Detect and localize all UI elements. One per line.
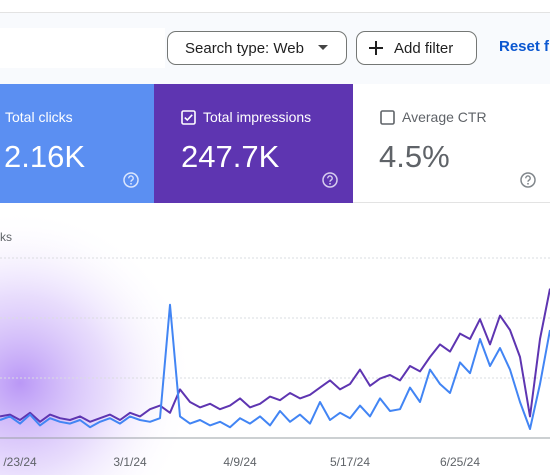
clicks-card[interactable]: Total clicks .2.16K bbox=[0, 84, 154, 203]
series-line bbox=[0, 303, 550, 430]
card-label: Average CTR bbox=[402, 109, 487, 125]
y-axis-label: ks bbox=[0, 230, 12, 244]
checkbox[interactable] bbox=[380, 109, 395, 125]
help-icon[interactable] bbox=[520, 172, 536, 188]
x-tick-label: 5/17/24 bbox=[330, 455, 370, 469]
series-line bbox=[0, 288, 550, 423]
card-label-wrap: Average CTR bbox=[380, 109, 487, 125]
reset-filters-link[interactable]: Reset fi bbox=[499, 38, 550, 55]
card-value: .2.16K bbox=[0, 139, 85, 175]
card-label: Total impressions bbox=[203, 109, 312, 125]
add-filter-button[interactable]: Add filter bbox=[356, 31, 477, 65]
dropdown-arrow bbox=[317, 45, 328, 50]
plus-icon bbox=[369, 41, 383, 55]
checkbox-checked[interactable] bbox=[181, 109, 196, 125]
card-label: Total clicks bbox=[5, 109, 73, 125]
ctr-card[interactable]: Average CTR 4.5% bbox=[353, 84, 550, 203]
x-tick-label: 4/9/24 bbox=[223, 455, 257, 469]
help-icon[interactable] bbox=[322, 172, 338, 188]
add-filter-label: Add filter bbox=[394, 39, 454, 57]
search-box[interactable] bbox=[0, 28, 165, 68]
search-type-button[interactable]: Search type: Web bbox=[167, 31, 347, 65]
x-tick-label: 6/25/24 bbox=[440, 455, 480, 469]
x-tick-label: 3/1/24 bbox=[113, 455, 147, 469]
card-value: 4.5% bbox=[379, 139, 450, 174]
x-tick-label: /23/24 bbox=[3, 455, 37, 469]
help-icon[interactable] bbox=[123, 172, 139, 188]
search-type-label: Search type: Web bbox=[185, 39, 304, 57]
card-value-text: 2.16K bbox=[4, 139, 86, 174]
glow-background bbox=[0, 203, 550, 475]
impressions-card[interactable]: Total impressions 247.7K bbox=[154, 84, 353, 203]
card-value: 247.7K bbox=[181, 139, 280, 174]
chart: ks /23/24 3/1/24 4/9/24 5/17/24 6/25/24 bbox=[0, 203, 550, 475]
card-label-wrap: Total impressions bbox=[181, 109, 311, 125]
